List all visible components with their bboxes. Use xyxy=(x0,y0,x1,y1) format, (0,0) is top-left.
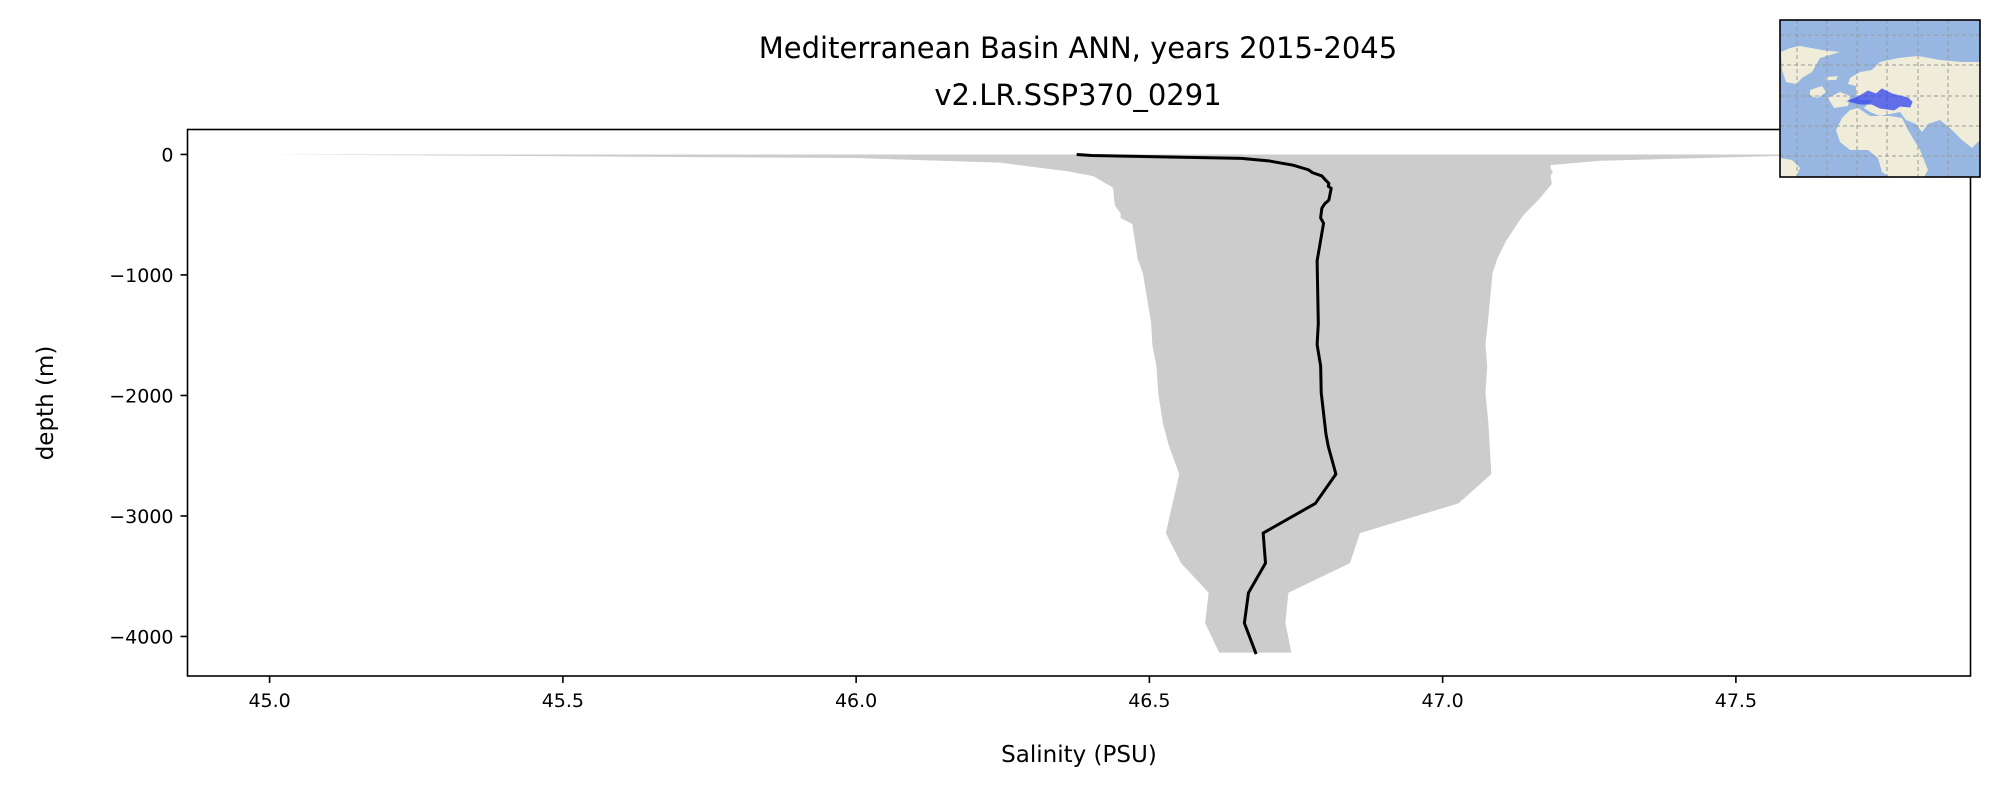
y-axis-label: depth (m) xyxy=(33,346,59,461)
mean-salinity-line xyxy=(1076,152,1338,655)
chart-title-line-1: Mediterranean Basin ANN, years 2015-2045 xyxy=(759,31,1397,65)
y-tick-label: −1000 xyxy=(109,265,173,287)
plot-area xyxy=(269,152,1854,655)
inset-map-frame xyxy=(1779,19,1981,178)
x-tick-label: 47.5 xyxy=(1715,690,1757,712)
y-tick-label: −3000 xyxy=(109,506,173,528)
y-tick-label: −2000 xyxy=(109,385,173,407)
y-tick-label: −4000 xyxy=(109,626,173,648)
x-tick-label: 46.5 xyxy=(1128,690,1170,712)
y-tick-label: 0 xyxy=(161,144,173,166)
x-tick-label: 45.5 xyxy=(542,690,584,712)
chart-title-line-2: v2.LR.SSP370_0291 xyxy=(934,78,1221,112)
x-axis-label: Salinity (PSU) xyxy=(1001,742,1157,768)
mediterranean-region-highlight xyxy=(1846,88,1913,111)
salinity-range-band xyxy=(269,154,1854,653)
x-tick-label: 45.0 xyxy=(248,690,290,712)
x-tick-label: 46.0 xyxy=(835,690,877,712)
x-tick-label: 47.0 xyxy=(1421,690,1463,712)
y-axis: 0 −1000 −2000 −3000 −4000 xyxy=(109,144,188,648)
map-land xyxy=(1780,46,1980,177)
axes-frame xyxy=(186,128,1972,677)
x-axis: 45.0 45.5 46.0 46.5 47.0 47.5 xyxy=(248,676,1757,712)
inset-map xyxy=(1779,19,1981,178)
